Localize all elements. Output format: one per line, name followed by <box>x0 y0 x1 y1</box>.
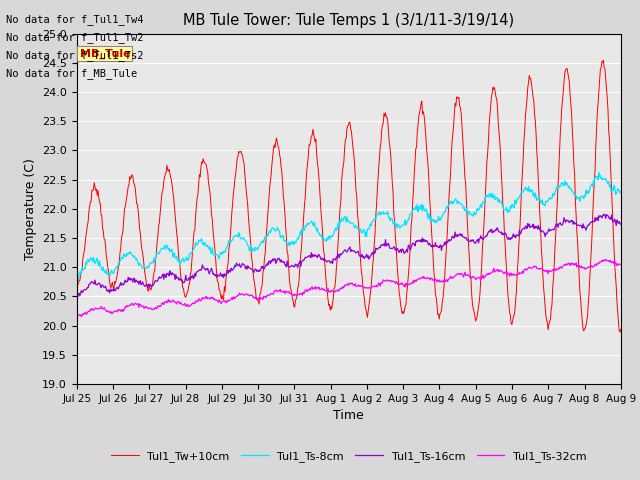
Tul1_Ts-16cm <box>617 221 625 227</box>
Text: No data for f_MB_Tule: No data for f_MB_Tule <box>6 68 138 79</box>
Tul1_Tw+10cm <box>223 270 230 276</box>
Line: Tul1_Tw+10cm: Tul1_Tw+10cm <box>77 60 621 332</box>
Text: No data for f_Tul1_Tw2: No data for f_Tul1_Tw2 <box>6 32 144 43</box>
Tul1_Ts-32cm <box>416 276 424 281</box>
Tul1_Tw+10cm <box>617 326 625 332</box>
Text: MB_Tule: MB_Tule <box>79 48 130 59</box>
Tul1_Ts-8cm <box>617 189 625 194</box>
Tul1_Ts-32cm <box>73 312 81 317</box>
Tul1_Tw+10cm <box>616 329 624 335</box>
Tul1_Tw+10cm <box>83 228 90 234</box>
Tul1_Ts-16cm <box>194 268 202 274</box>
Tul1_Ts-32cm <box>140 303 147 309</box>
Tul1_Ts-16cm <box>73 296 81 302</box>
Tul1_Ts-16cm <box>139 279 147 285</box>
Tul1_Ts-8cm <box>194 241 202 247</box>
Line: Tul1_Ts-8cm: Tul1_Ts-8cm <box>77 173 621 281</box>
Tul1_Ts-16cm <box>83 286 90 292</box>
Line: Tul1_Ts-16cm: Tul1_Ts-16cm <box>77 214 621 299</box>
Title: MB Tule Tower: Tule Temps 1 (3/1/11-3/19/14): MB Tule Tower: Tule Temps 1 (3/1/11-3/19… <box>183 13 515 28</box>
Tul1_Ts-16cm <box>223 270 230 276</box>
Tul1_Ts-8cm <box>223 244 230 250</box>
Tul1_Ts-32cm <box>602 256 609 262</box>
Tul1_Ts-16cm <box>415 238 422 243</box>
Tul1_Ts-32cm <box>431 276 439 282</box>
Tul1_Ts-32cm <box>617 262 625 268</box>
Tul1_Tw+10cm <box>73 278 81 284</box>
Tul1_Ts-32cm <box>84 310 92 315</box>
Tul1_Tw+10cm <box>431 278 438 284</box>
Tul1_Ts-32cm <box>195 296 202 301</box>
Text: No data for f_Tul1_Ts2: No data for f_Tul1_Ts2 <box>6 50 144 61</box>
Tul1_Tw+10cm <box>415 113 422 119</box>
Tul1_Tw+10cm <box>600 58 607 63</box>
Tul1_Ts-8cm <box>83 261 90 267</box>
Tul1_Ts-8cm <box>73 278 81 284</box>
Tul1_Ts-8cm <box>415 204 422 210</box>
Tul1_Ts-8cm <box>431 217 438 223</box>
Tul1_Ts-32cm <box>223 298 231 304</box>
Legend: Tul1_Tw+10cm, Tul1_Ts-8cm, Tul1_Ts-16cm, Tul1_Ts-32cm: Tul1_Tw+10cm, Tul1_Ts-8cm, Tul1_Ts-16cm,… <box>106 446 591 466</box>
Y-axis label: Temperature (C): Temperature (C) <box>24 158 36 260</box>
Tul1_Ts-8cm <box>595 170 603 176</box>
Tul1_Tw+10cm <box>194 192 202 198</box>
Tul1_Ts-16cm <box>431 243 438 249</box>
Tul1_Tw+10cm <box>139 250 147 255</box>
X-axis label: Time: Time <box>333 409 364 422</box>
Tul1_Ts-16cm <box>600 211 608 217</box>
Text: No data for f_Tul1_Tw4: No data for f_Tul1_Tw4 <box>6 13 144 24</box>
Tul1_Ts-8cm <box>139 265 147 271</box>
Line: Tul1_Ts-32cm: Tul1_Ts-32cm <box>77 259 621 317</box>
Tul1_Ts-32cm <box>77 314 85 320</box>
